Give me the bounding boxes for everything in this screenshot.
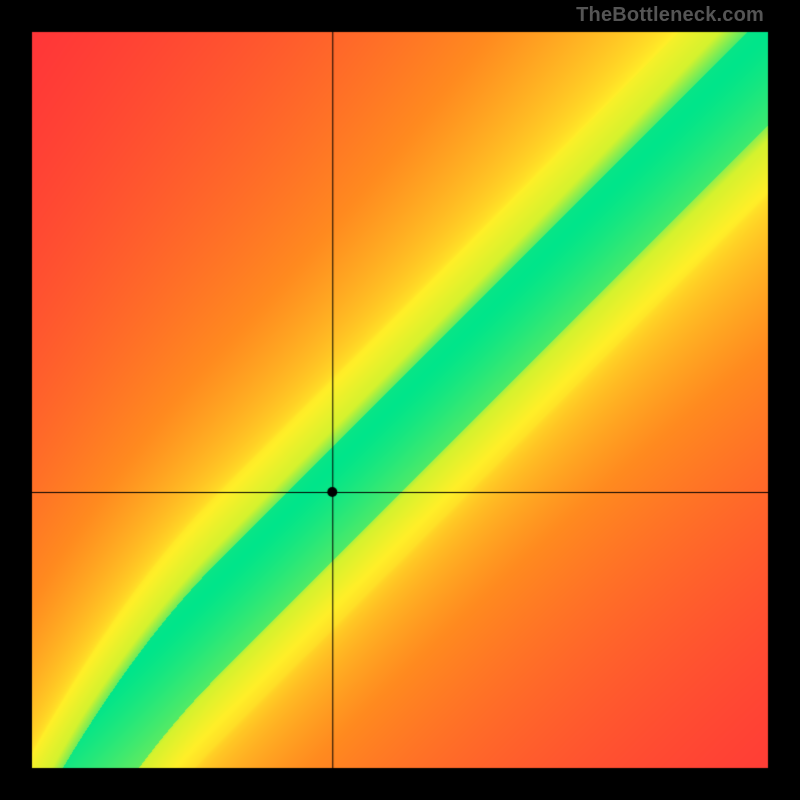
chart-container: TheBottleneck.com	[0, 0, 800, 800]
bottleneck-heatmap	[0, 0, 800, 800]
watermark-text: TheBottleneck.com	[576, 4, 764, 27]
